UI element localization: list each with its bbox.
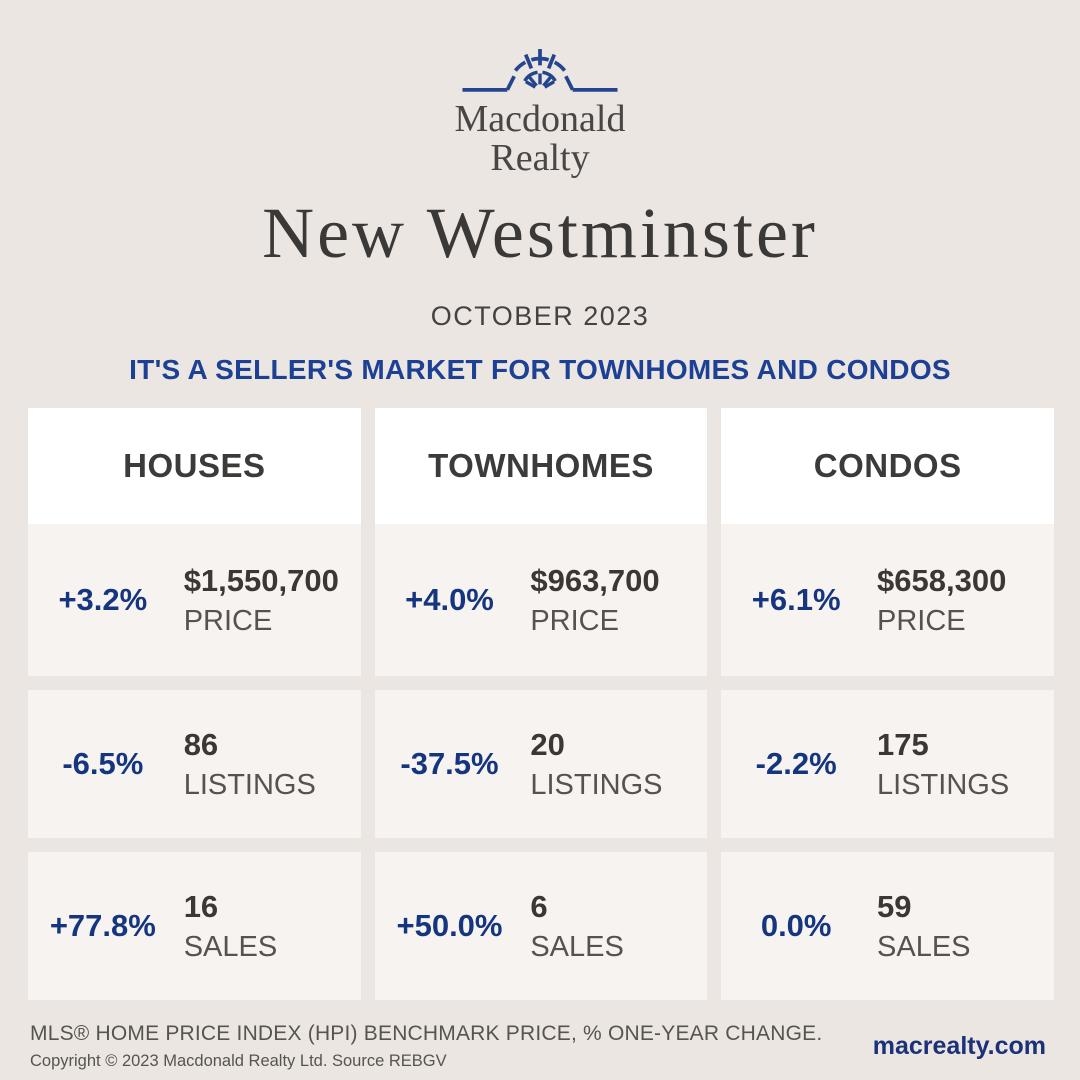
townhomes-price-label: PRICE (530, 604, 619, 637)
houses-listings-label: LISTINGS (183, 768, 316, 801)
houses-sales-value: 16 (183, 888, 219, 924)
houses-listings-card: -6.5% 86 LISTINGS (28, 690, 361, 838)
column-townhomes: TOWNHOMES +4.0% $963,700 PRICE -37.5% 20… (374, 408, 708, 1000)
column-header-houses: HOUSES (28, 408, 361, 524)
townhomes-listings-label: LISTINGS (530, 768, 663, 801)
condos-price-change: +6.1% (751, 582, 841, 617)
condos-listings-block: 175 LISTINGS (871, 727, 1054, 802)
column-houses: HOUSES +3.2% $1,550,700 PRICE -6.5% 86 L… (28, 408, 361, 1000)
condos-price-block: $658,300 PRICE (871, 563, 1054, 638)
townhomes-listings-value: 20 (530, 726, 565, 762)
condos-sales-block: 59 SALES (871, 889, 1054, 964)
stats-grid: HOUSES +3.2% $1,550,700 PRICE -6.5% 86 L… (28, 408, 1054, 1000)
houses-listings-change: -6.5% (62, 746, 144, 781)
brand-wordmark-line1: Macdonald (454, 98, 626, 140)
townhomes-sales-card: +50.0% 6 SALES (374, 852, 708, 1000)
hpi-footnote: MLS® HOME PRICE INDEX (HPI) BENCHMARK PR… (30, 1022, 823, 1045)
condos-price-value: $658,300 (877, 562, 1007, 598)
townhomes-sales-change: +50.0% (396, 908, 503, 943)
brand-wordmark: Macdonald Realty (0, 100, 1080, 178)
condos-sales-label: SALES (877, 930, 971, 963)
houses-sales-block: 16 SALES (178, 889, 361, 964)
brand-wordmark-line2: Realty (490, 136, 590, 179)
townhomes-listings-block: 20 LISTINGS (524, 727, 707, 802)
townhomes-sales-block: 6 SALES (524, 889, 707, 964)
houses-listings-block: 86 LISTINGS (178, 727, 361, 802)
condos-listings-label: LISTINGS (877, 768, 1010, 801)
column-header-townhomes: TOWNHOMES (374, 408, 708, 524)
condos-price-label: PRICE (877, 604, 966, 637)
townhomes-listings-card: -37.5% 20 LISTINGS (374, 690, 708, 838)
townhomes-listings-change: -37.5% (400, 746, 499, 781)
website-link[interactable]: macrealty.com (872, 1032, 1046, 1060)
houses-price-value: $1,550,700 (183, 562, 339, 598)
houses-price-change: +3.2% (58, 582, 148, 617)
branding-header: Macdonald Realty New Westminster OCTOBER… (0, 0, 1080, 386)
condos-sales-card: 0.0% 59 SALES (721, 852, 1054, 1000)
condos-listings-card: -2.2% 175 LISTINGS (721, 690, 1054, 838)
fanlight-arch-logo-icon (462, 49, 618, 92)
condos-sales-value: 59 (877, 888, 912, 924)
market-tagline: IT'S A SELLER'S MARKET FOR TOWNHOMES AND… (129, 353, 951, 385)
townhomes-price-change: +4.0% (405, 582, 494, 617)
column-header-condos: CONDOS (721, 408, 1054, 524)
houses-sales-card: +77.8% 16 SALES (28, 852, 361, 1000)
townhomes-price-value: $963,700 (530, 562, 660, 598)
houses-listings-value: 86 (183, 726, 219, 762)
houses-price-card: +3.2% $1,550,700 PRICE (28, 524, 361, 676)
houses-sales-label: SALES (183, 930, 278, 963)
condos-listings-value: 175 (877, 726, 929, 762)
footer-notes: MLS® HOME PRICE INDEX (HPI) BENCHMARK PR… (30, 1022, 822, 1071)
report-date: OCTOBER 2023 (430, 300, 650, 331)
houses-sales-change: +77.8% (49, 908, 156, 943)
townhomes-sales-label: SALES (530, 930, 624, 963)
houses-price-label: PRICE (183, 604, 273, 637)
townhomes-price-block: $963,700 PRICE (524, 563, 707, 638)
page-title: New Westminster (262, 192, 818, 273)
houses-price-block: $1,550,700 PRICE (178, 563, 361, 638)
condos-listings-change: -2.2% (755, 746, 837, 781)
condos-sales-change: 0.0% (760, 908, 832, 943)
copyright-line: Copyright © 2023 Macdonald Realty Ltd. S… (30, 1052, 447, 1070)
townhomes-sales-value: 6 (530, 888, 548, 924)
column-condos: CONDOS +6.1% $658,300 PRICE -2.2% 175 LI… (721, 408, 1054, 1000)
condos-price-card: +6.1% $658,300 PRICE (721, 524, 1054, 676)
townhomes-price-card: +4.0% $963,700 PRICE (374, 524, 708, 676)
